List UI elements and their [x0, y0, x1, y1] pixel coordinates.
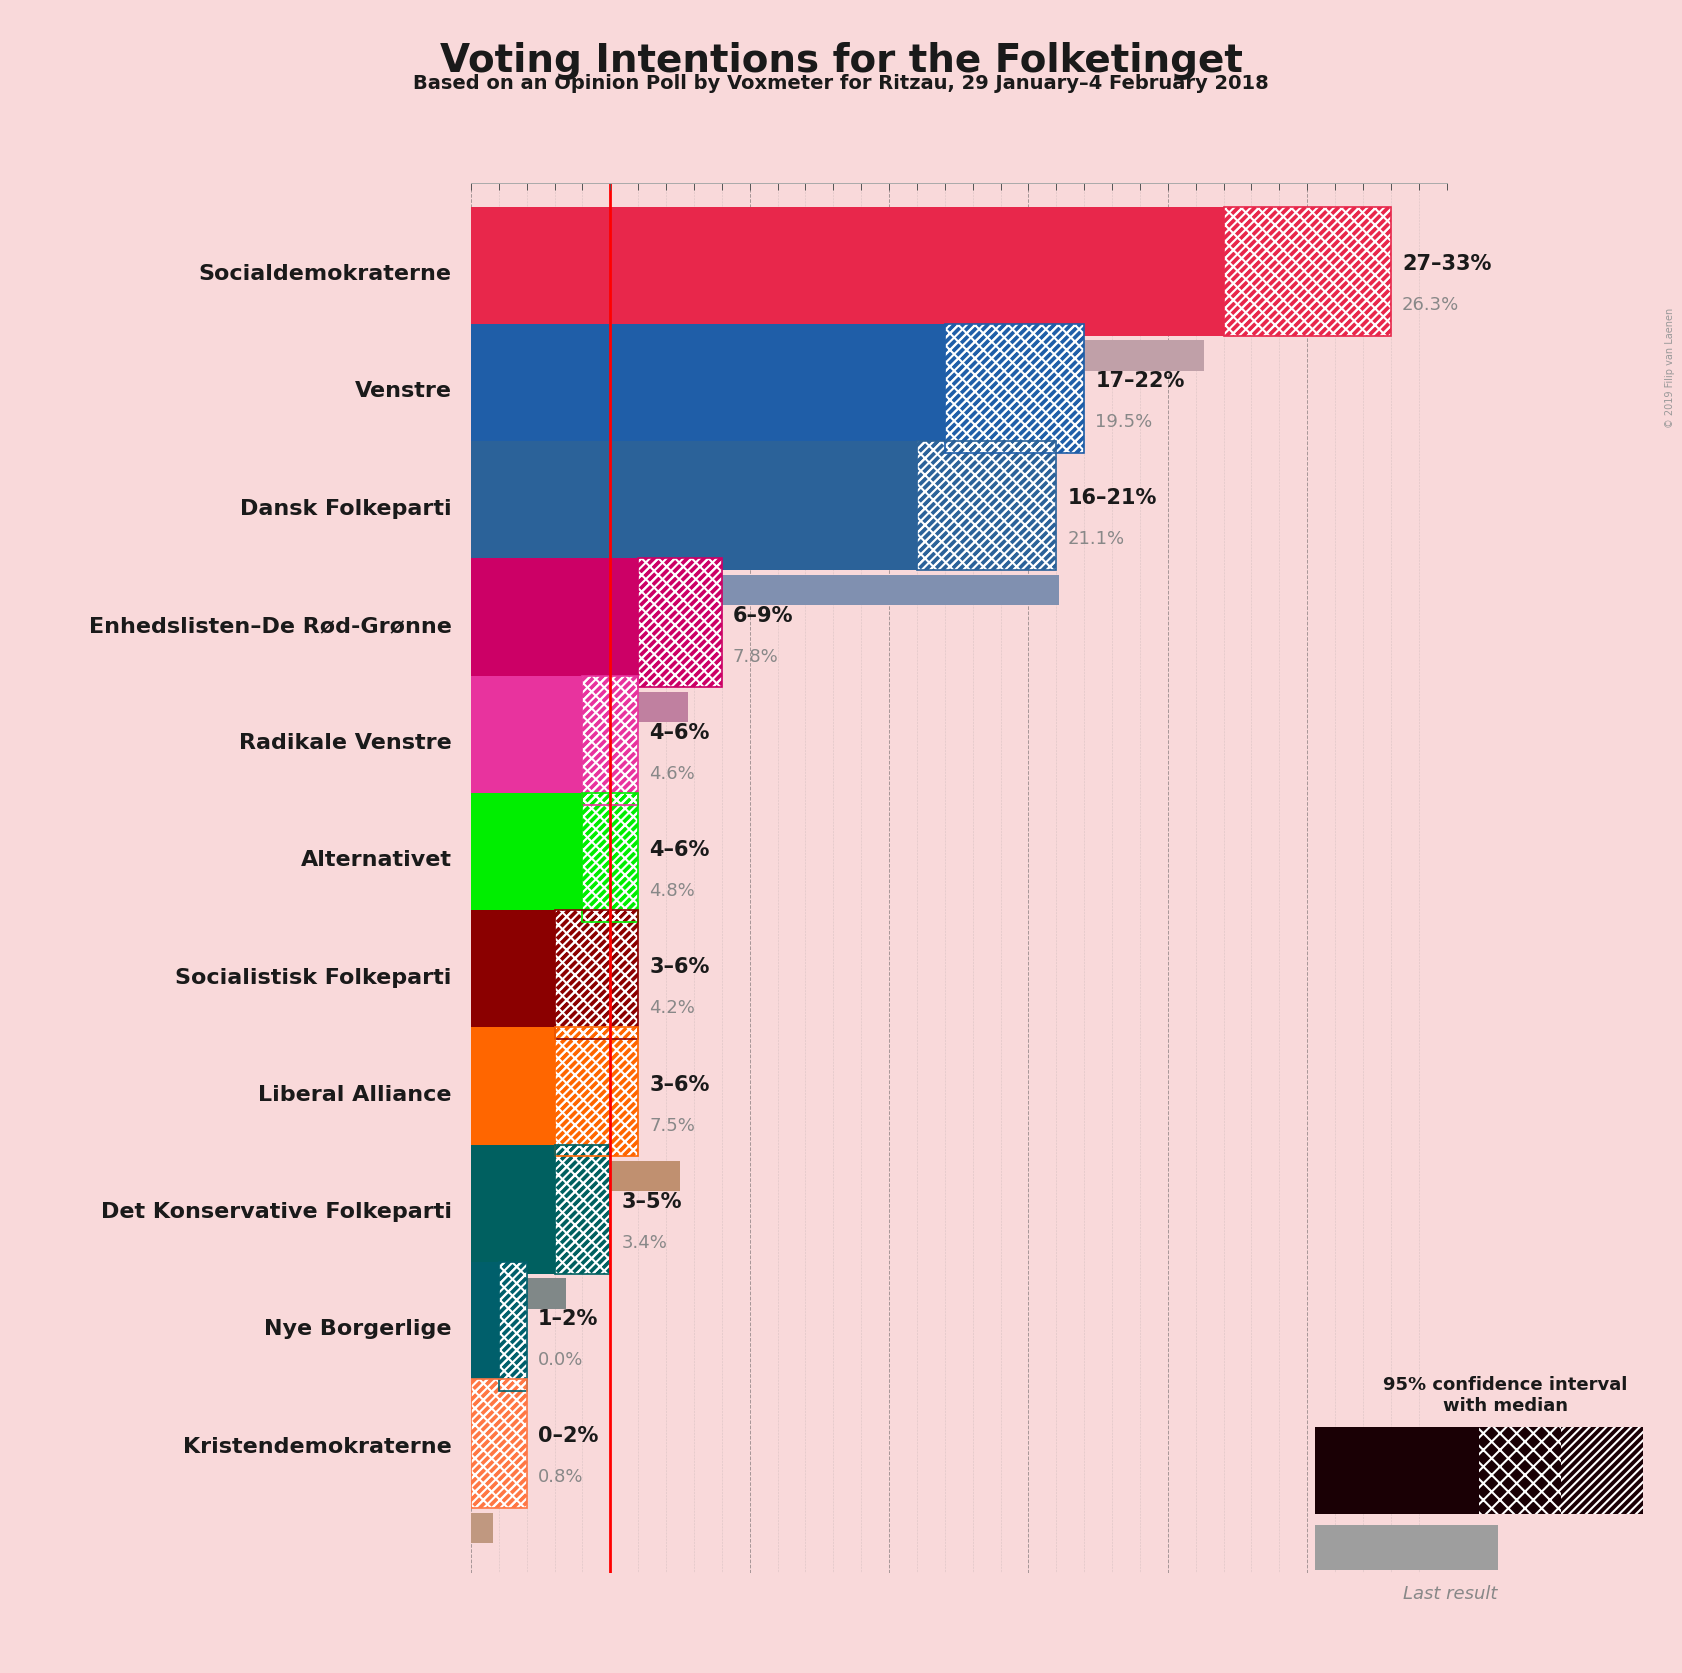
Text: 3–6%: 3–6%: [649, 1074, 710, 1094]
Text: 26.3%: 26.3%: [1401, 296, 1460, 315]
Bar: [1315, 1427, 1480, 1514]
Bar: [500, 1261, 526, 1390]
Bar: [471, 1379, 526, 1507]
Bar: [555, 910, 637, 1039]
Bar: [945, 325, 1085, 453]
Bar: [471, 927, 606, 957]
Bar: [471, 693, 688, 723]
Text: 3.4%: 3.4%: [621, 1233, 668, 1251]
Bar: [1480, 1427, 1561, 1514]
Bar: [471, 576, 1060, 606]
Bar: [582, 793, 637, 922]
Text: 3–6%: 3–6%: [649, 957, 710, 977]
Text: 0–2%: 0–2%: [538, 1425, 599, 1445]
Text: 19.5%: 19.5%: [1095, 413, 1152, 432]
Bar: [637, 559, 722, 688]
Bar: [582, 676, 637, 805]
Bar: [917, 442, 1056, 570]
Bar: [555, 1027, 637, 1156]
Bar: [1315, 1526, 1499, 1569]
Bar: [471, 325, 945, 453]
Bar: [471, 341, 1204, 371]
Text: 4.8%: 4.8%: [649, 882, 695, 900]
Bar: [471, 1144, 555, 1273]
Text: 0.0%: 0.0%: [538, 1350, 584, 1369]
Bar: [471, 1379, 526, 1507]
Bar: [471, 1512, 493, 1543]
Bar: [555, 910, 637, 1039]
Bar: [471, 1278, 565, 1308]
Bar: [555, 1144, 611, 1273]
Bar: [471, 910, 555, 1039]
Bar: [1223, 207, 1391, 336]
Bar: [917, 442, 1056, 570]
Text: 27–33%: 27–33%: [1401, 254, 1492, 274]
Bar: [945, 325, 1085, 453]
Bar: [945, 325, 1085, 453]
Bar: [471, 207, 1223, 336]
Text: 4–6%: 4–6%: [649, 723, 710, 743]
Bar: [1223, 207, 1391, 336]
Bar: [500, 1261, 526, 1390]
Bar: [555, 1027, 637, 1156]
Bar: [1223, 207, 1391, 336]
Bar: [917, 442, 1056, 570]
Text: © 2019 Filip van Laenen: © 2019 Filip van Laenen: [1665, 308, 1675, 428]
Text: 21.1%: 21.1%: [1068, 530, 1125, 549]
Text: Last result: Last result: [1403, 1584, 1497, 1603]
Bar: [471, 458, 1014, 489]
Text: 4–6%: 4–6%: [649, 840, 710, 860]
Bar: [637, 559, 722, 688]
Text: 17–22%: 17–22%: [1095, 371, 1184, 391]
Text: 16–21%: 16–21%: [1068, 489, 1157, 509]
Bar: [471, 1044, 589, 1074]
Bar: [555, 910, 637, 1039]
Bar: [471, 1161, 680, 1191]
Bar: [555, 1144, 611, 1273]
Bar: [471, 1379, 526, 1507]
Bar: [582, 676, 637, 805]
Text: Based on an Opinion Poll by Voxmeter for Ritzau, 29 January–4 February 2018: Based on an Opinion Poll by Voxmeter for…: [414, 74, 1268, 92]
Bar: [555, 1144, 611, 1273]
Bar: [582, 676, 637, 805]
Bar: [582, 793, 637, 922]
Text: 0.8%: 0.8%: [538, 1467, 584, 1486]
Bar: [917, 442, 1056, 570]
Bar: [471, 676, 582, 805]
Bar: [471, 442, 917, 570]
Bar: [555, 910, 637, 1039]
Text: 7.5%: 7.5%: [649, 1116, 695, 1134]
Text: 3–5%: 3–5%: [621, 1191, 681, 1211]
Bar: [555, 1027, 637, 1156]
Text: 1–2%: 1–2%: [538, 1308, 599, 1328]
Bar: [555, 1027, 637, 1156]
Text: 4.2%: 4.2%: [649, 999, 695, 1017]
Bar: [582, 676, 637, 805]
Bar: [471, 1379, 526, 1507]
Text: 4.6%: 4.6%: [649, 765, 695, 783]
Text: 6–9%: 6–9%: [733, 606, 794, 626]
Text: 95% confidence interval
with median: 95% confidence interval with median: [1383, 1375, 1628, 1414]
Text: 7.8%: 7.8%: [733, 647, 779, 666]
Bar: [582, 793, 637, 922]
Bar: [471, 1261, 500, 1390]
Bar: [1561, 1427, 1643, 1514]
Bar: [471, 793, 582, 922]
Bar: [500, 1261, 526, 1390]
Bar: [637, 559, 722, 688]
Bar: [637, 559, 722, 688]
Bar: [500, 1261, 526, 1390]
Bar: [1223, 207, 1391, 336]
Bar: [471, 1027, 555, 1156]
Bar: [582, 793, 637, 922]
Bar: [471, 559, 637, 688]
Bar: [555, 1144, 611, 1273]
Text: Voting Intentions for the Folketinget: Voting Intentions for the Folketinget: [439, 42, 1243, 80]
Bar: [945, 325, 1085, 453]
Bar: [471, 810, 599, 840]
